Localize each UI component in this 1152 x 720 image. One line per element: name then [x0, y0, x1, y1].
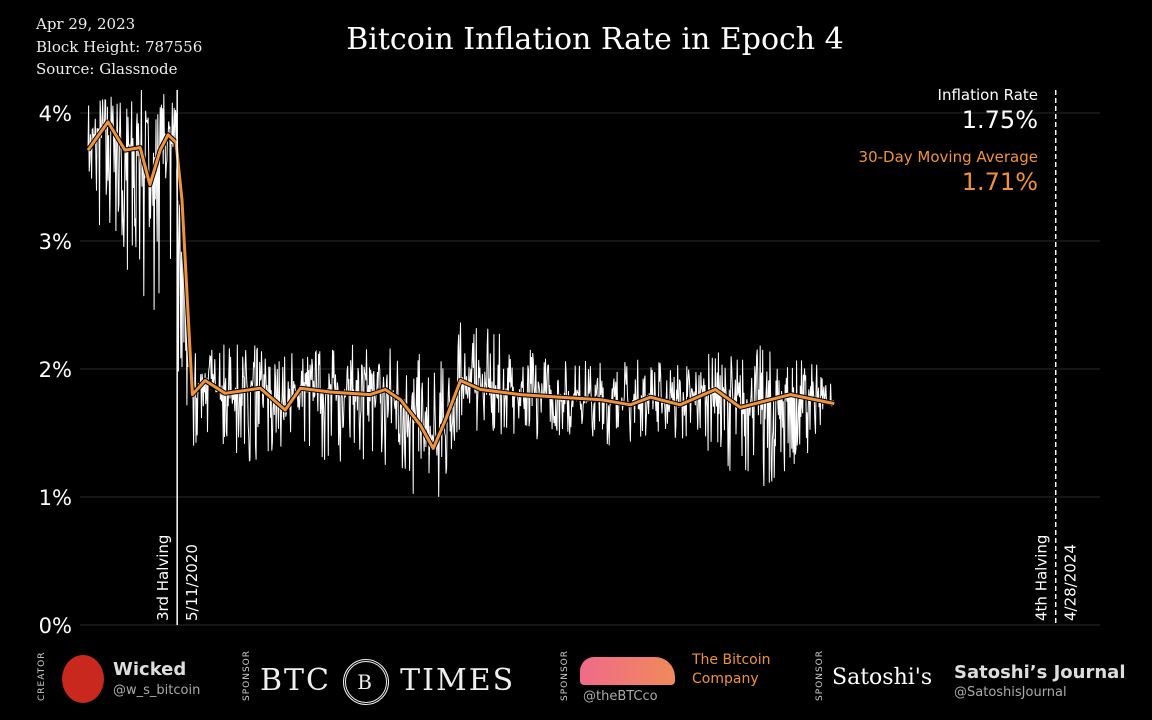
- legend-inflation-label: Inflation Rate: [937, 86, 1038, 104]
- y-tick-label: 4%: [39, 102, 72, 126]
- btc-times-logo: BTC B TIMES: [260, 659, 515, 705]
- block-height-label: Block Height: 787556: [36, 37, 203, 56]
- satoshi-logo: Satoshi's: [832, 665, 933, 690]
- creator-name: Wicked: [113, 659, 187, 680]
- btc-times-emblem: B: [342, 659, 389, 705]
- source-label: Source: Glassnode: [36, 60, 178, 78]
- legend-ma-value: 1.71%: [961, 168, 1038, 196]
- apple-avatar-icon: [62, 655, 104, 703]
- creator-tag: CREATOR: [37, 651, 47, 701]
- sponsor-tag: SPONSOR: [560, 649, 570, 701]
- btcco-name: The Bitcoin Company: [692, 652, 771, 687]
- turtle-logo-icon: [580, 657, 675, 685]
- btc-times-right: TIMES: [400, 663, 516, 698]
- creator-handle: @w_s_bitcoin: [113, 683, 201, 698]
- inflation-rate-line: [87, 90, 835, 497]
- sponsor-tag: SPONSOR: [242, 649, 252, 701]
- y-tick-label: 3%: [39, 230, 72, 254]
- sponsor-tag: SPONSOR: [815, 649, 825, 701]
- legend-inflation-value: 1.75%: [961, 106, 1038, 134]
- footer-credits: CREATOR Wicked @w_s_bitcoin SPONSOR BTC …: [0, 645, 1152, 715]
- halving-date-label: 4/28/2024: [1062, 544, 1080, 621]
- moving-average-line: [86, 120, 835, 450]
- halving-date-label: 5/11/2020: [183, 544, 201, 621]
- y-tick-label: 0%: [39, 614, 72, 638]
- legend: Inflation Rate 1.75% 30-Day Moving Avera…: [859, 86, 1038, 196]
- btc-times-left: BTC: [260, 663, 332, 698]
- btcco-handle: @theBTCco: [583, 689, 658, 704]
- y-tick-label: 2%: [39, 358, 72, 382]
- y-tick-label: 1%: [39, 486, 72, 510]
- halving-label: 4th Halving: [1033, 535, 1051, 621]
- chart-meta: Apr 29, 2023 Block Height: 787556 Source…: [36, 13, 202, 81]
- satoshi-handle: @SatoshisJournal: [954, 685, 1067, 700]
- satoshi-name: Satoshi’s Journal: [954, 662, 1126, 683]
- halving-label: 3rd Halving: [154, 535, 172, 621]
- chart-title: Bitcoin Inflation Rate in Epoch 4: [346, 22, 844, 57]
- legend-ma-label: 30-Day Moving Average: [858, 148, 1038, 166]
- date-label: Apr 29, 2023: [36, 15, 136, 33]
